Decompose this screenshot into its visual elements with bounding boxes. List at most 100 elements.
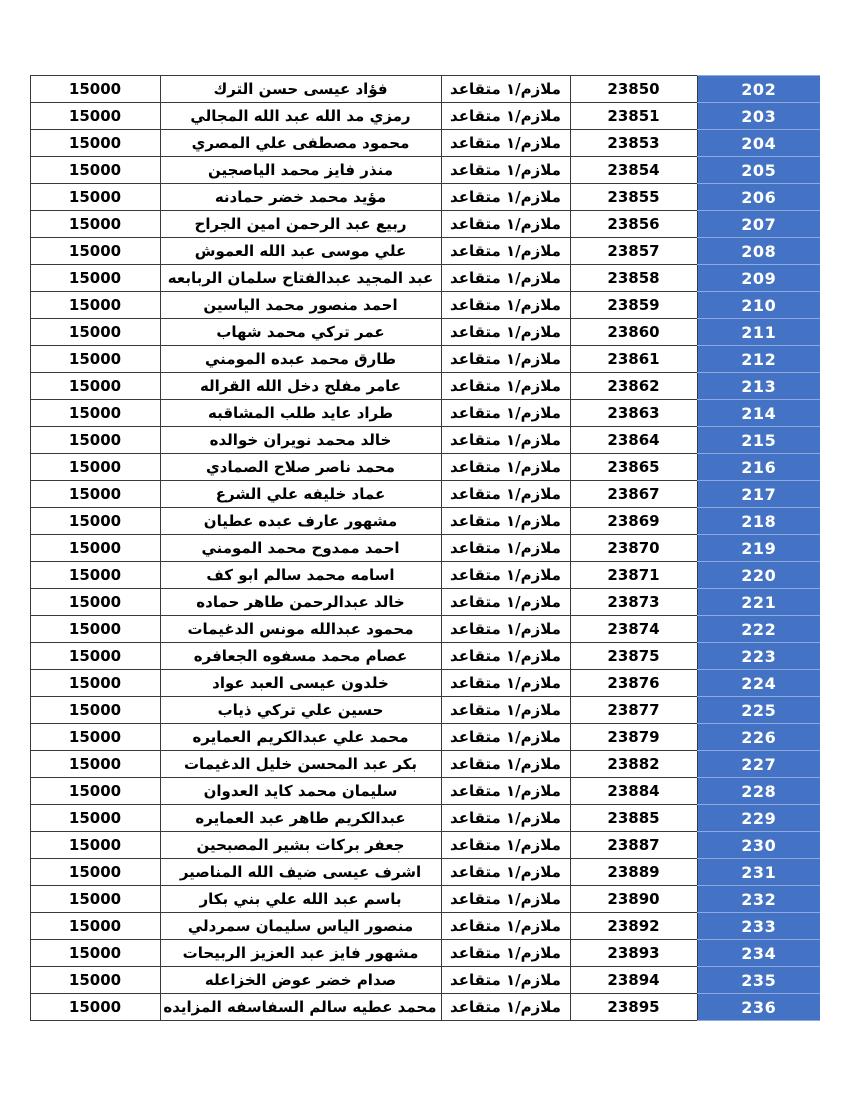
- cell-amount: 15000: [29, 183, 161, 211]
- table-row: 222 23874 ملازم/١ متقاعد محمود عبدالله مونس…: [29, 615, 820, 643]
- cell-id: 23894: [569, 966, 698, 994]
- cell-amount: 15000: [29, 318, 161, 346]
- cell-rank: ملازم/١ متقاعد: [440, 723, 571, 751]
- table-row: 220 23871 ملازم/١ متقاعد اسامه محمد سالم اب…: [29, 561, 820, 589]
- cell-name: باسم عبد الله علي بني بكار: [159, 885, 442, 913]
- cell-rank: ملازم/١ متقاعد: [440, 993, 571, 1021]
- cell-index: 234: [697, 939, 820, 967]
- cell-rank: ملازم/١ متقاعد: [440, 750, 571, 778]
- table-row: 217 23867 ملازم/١ متقاعد عماد خليفه علي الش…: [29, 480, 820, 508]
- cell-index: 226: [697, 723, 820, 751]
- cell-rank: ملازم/١ متقاعد: [440, 399, 571, 427]
- cell-id: 23857: [569, 237, 698, 265]
- table-row: 236 23895 ملازم/١ متقاعد محمد عطيه سالم الس…: [29, 993, 820, 1021]
- cell-index: 216: [697, 453, 820, 481]
- cell-name: محمد ناصر صلاح الصمادي: [159, 453, 442, 481]
- table-row: 234 23893 ملازم/١ متقاعد مشهور فايز عبد الع…: [29, 939, 820, 967]
- cell-index: 215: [697, 426, 820, 454]
- cell-rank: ملازم/١ متقاعد: [440, 507, 571, 535]
- table-row: 218 23869 ملازم/١ متقاعد مشهور عارف عبده عط…: [29, 507, 820, 535]
- cell-rank: ملازم/١ متقاعد: [440, 264, 571, 292]
- cell-name: عصام محمد مسفوه الجعافره: [159, 642, 442, 670]
- cell-name: منذر فايز محمد الياصجين: [159, 156, 442, 184]
- cell-id: 23876: [569, 669, 698, 697]
- cell-index: 220: [697, 561, 820, 589]
- cell-id: 23856: [569, 210, 698, 238]
- cell-amount: 15000: [29, 372, 161, 400]
- table-row: 227 23882 ملازم/١ متقاعد بكر عبد المحسن خلي…: [29, 750, 820, 778]
- cell-rank: ملازم/١ متقاعد: [440, 588, 571, 616]
- cell-rank: ملازم/١ متقاعد: [440, 372, 571, 400]
- cell-rank: ملازم/١ متقاعد: [440, 453, 571, 481]
- table-row: 229 23885 ملازم/١ متقاعد عبدالكريم طاهر عبد…: [29, 804, 820, 832]
- cell-amount: 15000: [29, 696, 161, 724]
- cell-index: 236: [697, 993, 820, 1021]
- cell-rank: ملازم/١ متقاعد: [440, 777, 571, 805]
- cell-rank: ملازم/١ متقاعد: [440, 669, 571, 697]
- cell-rank: ملازم/١ متقاعد: [440, 885, 571, 913]
- cell-index: 213: [697, 372, 820, 400]
- table-row: 226 23879 ملازم/١ متقاعد محمد علي عبدالكريم…: [29, 723, 820, 751]
- cell-amount: 15000: [29, 210, 161, 238]
- cell-index: 212: [697, 345, 820, 373]
- table-row: 224 23876 ملازم/١ متقاعد خلدون عيسى العبد ع…: [29, 669, 820, 697]
- cell-rank: ملازم/١ متقاعد: [440, 858, 571, 886]
- cell-index: 235: [697, 966, 820, 994]
- table-row: 221 23873 ملازم/١ متقاعد خالد عبدالرحمن طاه…: [29, 588, 820, 616]
- cell-name: مؤيد محمد خضر حمادنه: [159, 183, 442, 211]
- cell-name: صدام خضر عوض الخزاعله: [159, 966, 442, 994]
- cell-name: حسين علي تركي ذياب: [159, 696, 442, 724]
- cell-index: 214: [697, 399, 820, 427]
- cell-index: 227: [697, 750, 820, 778]
- cell-index: 210: [697, 291, 820, 319]
- cell-index: 233: [697, 912, 820, 940]
- cell-index: 219: [697, 534, 820, 562]
- cell-amount: 15000: [29, 615, 161, 643]
- table-row: 212 23861 ملازم/١ متقاعد طارق محمد عبده الم…: [29, 345, 820, 373]
- cell-name: خلدون عيسى العبد عواد: [159, 669, 442, 697]
- cell-amount: 15000: [29, 993, 161, 1021]
- cell-rank: ملازم/١ متقاعد: [440, 129, 571, 157]
- cell-amount: 15000: [29, 669, 161, 697]
- cell-id: 23874: [569, 615, 698, 643]
- cell-index: 206: [697, 183, 820, 211]
- cell-name: اشرف عيسى ضيف الله المناصير: [159, 858, 442, 886]
- cell-rank: ملازم/١ متقاعد: [440, 345, 571, 373]
- cell-id: 23871: [569, 561, 698, 589]
- cell-amount: 15000: [29, 561, 161, 589]
- cell-index: 229: [697, 804, 820, 832]
- cell-name: جعفر بركات بشير المصبحين: [159, 831, 442, 859]
- table-row: 211 23860 ملازم/١ متقاعد عمر تركي محمد شهاب…: [29, 318, 820, 346]
- table-row: 208 23857 ملازم/١ متقاعد علي موسى عبد الله …: [29, 237, 820, 265]
- cell-rank: ملازم/١ متقاعد: [440, 912, 571, 940]
- cell-id: 23863: [569, 399, 698, 427]
- cell-index: 228: [697, 777, 820, 805]
- cell-amount: 15000: [29, 777, 161, 805]
- cell-id: 23890: [569, 885, 698, 913]
- cell-amount: 15000: [29, 750, 161, 778]
- cell-name: محمد علي عبدالكريم العمايره: [159, 723, 442, 751]
- cell-index: 211: [697, 318, 820, 346]
- cell-index: 205: [697, 156, 820, 184]
- cell-name: محمود مصطفى علي المصري: [159, 129, 442, 157]
- cell-id: 23859: [569, 291, 698, 319]
- cell-rank: ملازم/١ متقاعد: [440, 102, 571, 130]
- table-row: 205 23854 ملازم/١ متقاعد منذر فايز محمد الي…: [29, 156, 820, 184]
- cell-id: 23895: [569, 993, 698, 1021]
- cell-name: علي موسى عبد الله العموش: [159, 237, 442, 265]
- cell-rank: ملازم/١ متقاعد: [440, 642, 571, 670]
- cell-rank: ملازم/١ متقاعد: [440, 696, 571, 724]
- cell-id: 23855: [569, 183, 698, 211]
- cell-id: 23850: [569, 75, 698, 103]
- cell-name: مشهور فايز عبد العزيز الربيحات: [159, 939, 442, 967]
- table-row: 216 23865 ملازم/١ متقاعد محمد ناصر صلاح الص…: [29, 453, 820, 481]
- cell-amount: 15000: [29, 534, 161, 562]
- table-row: 235 23894 ملازم/١ متقاعد صدام خضر عوض الخزا…: [29, 966, 820, 994]
- table-row: 233 23892 ملازم/١ متقاعد منصور الياس سليمان…: [29, 912, 820, 940]
- cell-id: 23875: [569, 642, 698, 670]
- cell-id: 23851: [569, 102, 698, 130]
- table-container: 202 23850 ملازم/١ متقاعد فؤاد عيسى حسن التر…: [29, 75, 820, 1021]
- cell-name: احمد منصور محمد الياسين: [159, 291, 442, 319]
- table-row: 215 23864 ملازم/١ متقاعد خالد محمد نويران خ…: [29, 426, 820, 454]
- cell-amount: 15000: [29, 912, 161, 940]
